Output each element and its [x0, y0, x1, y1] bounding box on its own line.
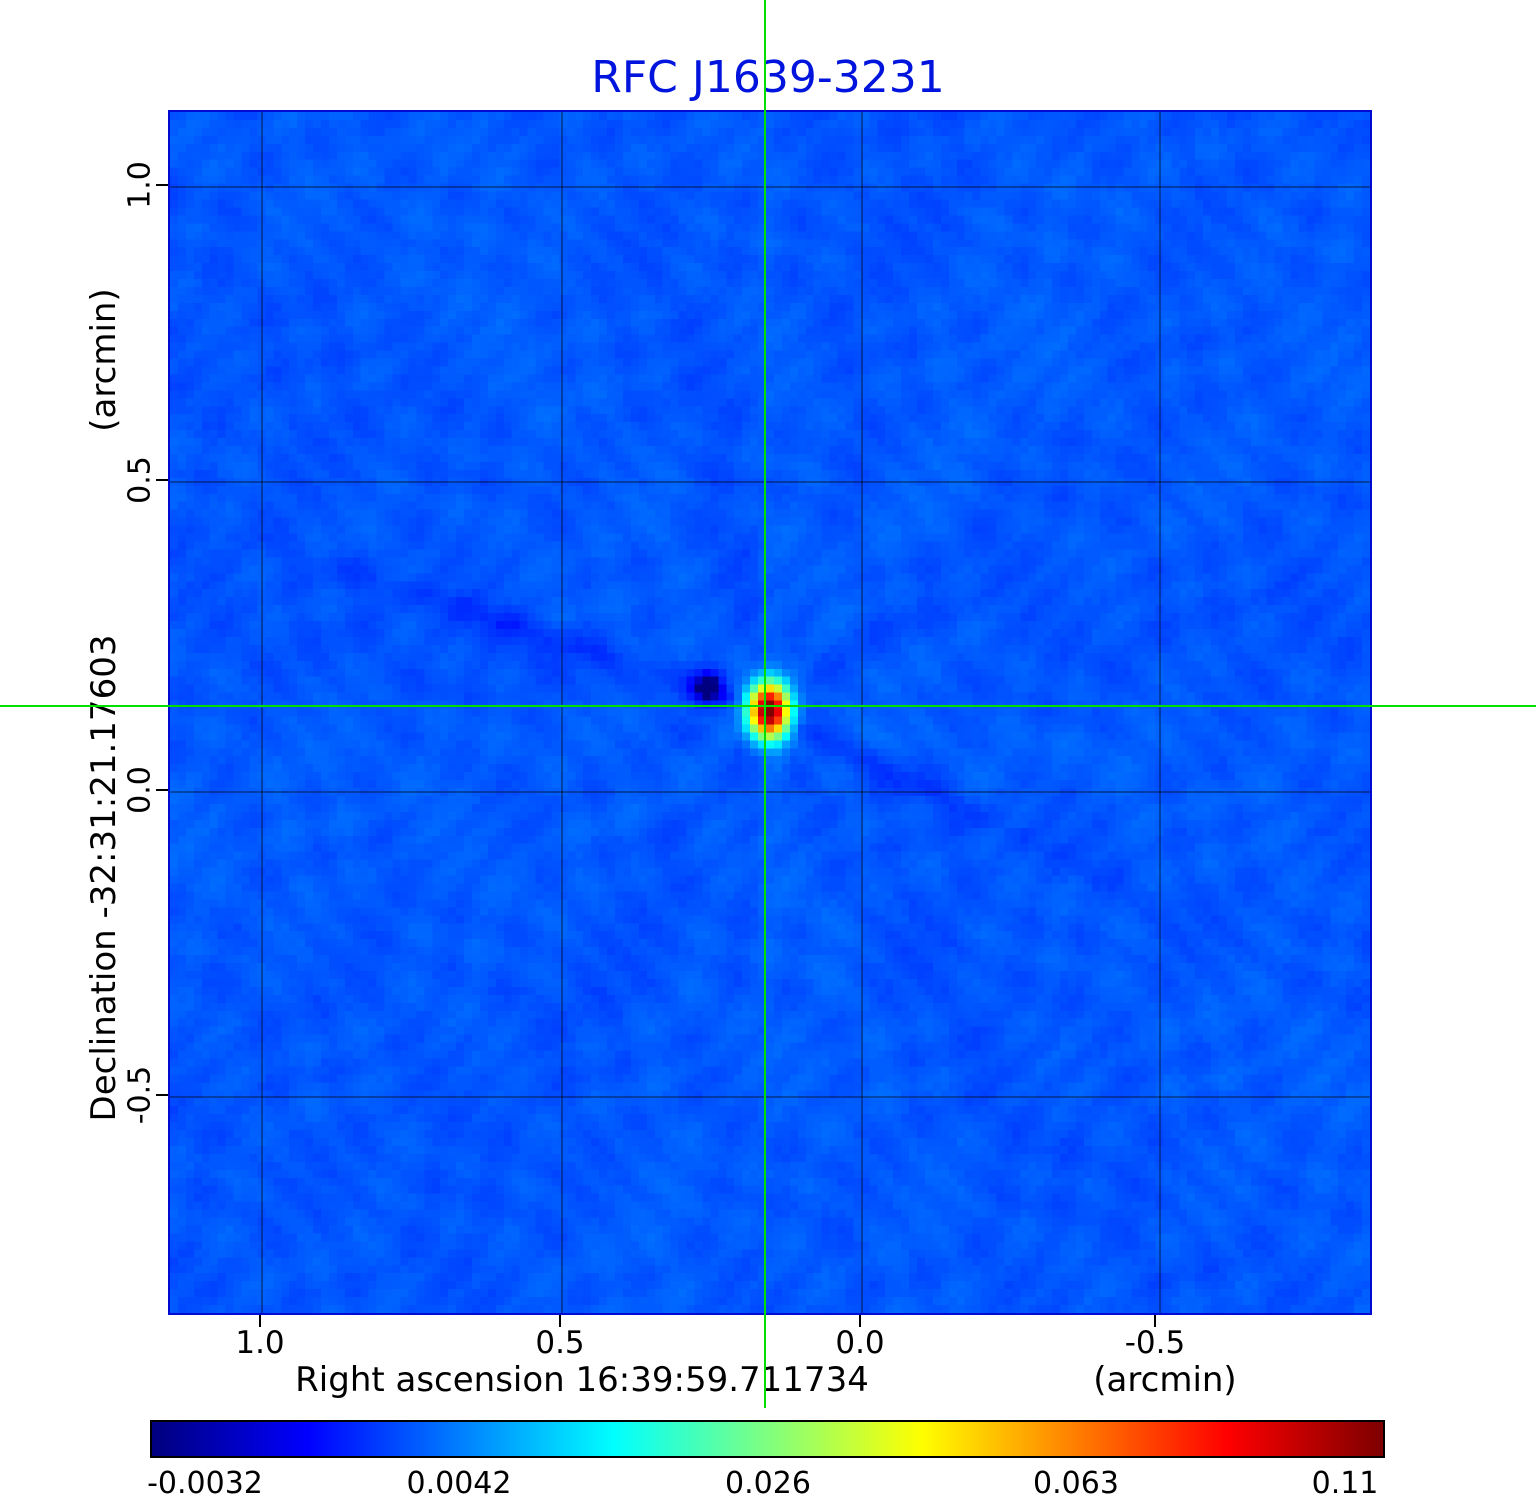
- x-axis-unit-label: (arcmin): [1093, 1360, 1237, 1400]
- axis-tick: [559, 1315, 561, 1327]
- x-tick-label: 1.0: [235, 1325, 285, 1361]
- colorbar-tick-label: 0.11: [1311, 1466, 1379, 1501]
- axis-tick: [1154, 1315, 1156, 1327]
- axis-tick: [859, 1315, 861, 1327]
- y-axis-label: Declination -32:31:21.17603: [84, 634, 124, 1122]
- chart-title: RFC J1639-3231: [591, 52, 945, 103]
- colorbar-tick-label: -0.0032: [147, 1466, 263, 1501]
- x-axis-label: Right ascension 16:39:59.711734: [295, 1360, 869, 1400]
- axis-tick: [156, 1094, 168, 1096]
- crosshair-horizontal: [0, 705, 1536, 708]
- y-tick-label: 0.0: [122, 766, 158, 814]
- y-tick-label: -0.5: [122, 1065, 158, 1125]
- crosshair-vertical: [764, 0, 767, 1408]
- colorbar-tick-label: 0.063: [1033, 1466, 1119, 1501]
- y-tick-label: 1.0: [122, 161, 158, 209]
- heatmap-canvas[interactable]: [170, 112, 1370, 1313]
- colorbar: [150, 1420, 1385, 1458]
- axis-tick: [259, 1315, 261, 1327]
- y-tick-label: 0.5: [122, 456, 158, 504]
- colorbar-tick-label: 0.026: [725, 1466, 811, 1501]
- axis-tick: [156, 184, 168, 186]
- x-tick-label: 0.5: [535, 1325, 585, 1361]
- axis-tick: [156, 479, 168, 481]
- y-axis-unit-label: (arcmin): [84, 288, 124, 432]
- heatmap-plot: [168, 110, 1372, 1315]
- x-tick-label: 0.0: [835, 1325, 885, 1361]
- axis-tick: [156, 789, 168, 791]
- colorbar-canvas: [152, 1422, 1383, 1456]
- colorbar-tick-label: 0.0042: [406, 1466, 512, 1501]
- grid-lines: [170, 112, 1370, 1313]
- x-tick-label: -0.5: [1124, 1325, 1186, 1361]
